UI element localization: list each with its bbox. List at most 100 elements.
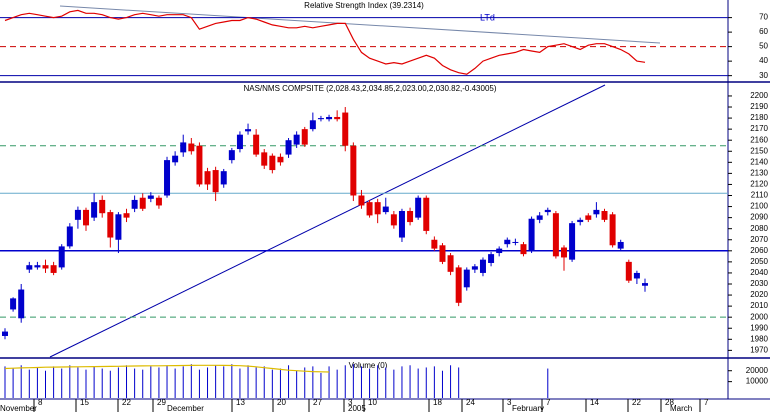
- x-day-label: 8: [38, 398, 43, 407]
- x-day-label: 22: [632, 398, 641, 407]
- price-trendline: [49, 84, 606, 358]
- x-day-label: 15: [80, 398, 89, 407]
- candle-body: [609, 214, 616, 246]
- y-tick-label: 2190: [750, 102, 768, 111]
- candle-body: [601, 210, 608, 220]
- candle-body: [42, 265, 49, 269]
- candle-body: [204, 171, 211, 185]
- candle-body: [115, 214, 122, 240]
- x-day-label: 20: [277, 398, 286, 407]
- y-tick-label: 2050: [750, 257, 768, 266]
- y-tick-label: 2100: [750, 202, 768, 211]
- y-tick-label: 2180: [750, 113, 768, 122]
- rsi-line: [4, 9, 646, 75]
- candle-body: [585, 215, 592, 220]
- candle-body: [83, 209, 90, 226]
- candle-body: [350, 145, 357, 196]
- candle-body: [536, 215, 543, 220]
- candle-body: [285, 140, 292, 155]
- y-tick-label: 2080: [750, 224, 768, 233]
- y-tick-label: 2200: [750, 91, 768, 100]
- candle-body: [269, 155, 276, 171]
- candle-body: [172, 155, 179, 163]
- candle-body: [123, 213, 130, 218]
- candle-body: [398, 210, 405, 238]
- y-tick-label: 2060: [750, 246, 768, 255]
- candle-body: [463, 269, 470, 288]
- candle-body: [293, 134, 300, 145]
- candle-body: [228, 150, 235, 161]
- candle-body: [147, 195, 154, 199]
- candle-body: [74, 209, 81, 220]
- candle-body: [220, 171, 227, 185]
- y-tick-label: 2090: [750, 213, 768, 222]
- x-month-label: November: [0, 404, 37, 412]
- candle-body: [50, 265, 57, 273]
- candle-body: [245, 129, 252, 132]
- candle-body: [188, 143, 195, 152]
- candle-body: [642, 283, 648, 286]
- candle-body: [512, 241, 519, 243]
- candle-body: [504, 239, 511, 245]
- volume-title: Volume (0): [349, 361, 388, 370]
- x-day-label: 24: [466, 398, 475, 407]
- candle-body: [180, 142, 187, 153]
- y-tick-label: 2030: [750, 279, 768, 288]
- candle-body: [496, 248, 503, 254]
- candle-body: [334, 116, 341, 120]
- x-day-label: 14: [590, 398, 599, 407]
- candle-body: [212, 170, 219, 193]
- candle-body: [196, 145, 203, 185]
- candle-body: [236, 134, 243, 150]
- candle-body: [471, 266, 478, 270]
- candle-body: [366, 202, 373, 216]
- candle-body: [415, 197, 422, 218]
- y-tick-label: 1990: [750, 323, 768, 332]
- y-tick-label: 70: [759, 13, 768, 22]
- x-day-label: 22: [122, 398, 131, 407]
- candle-body: [439, 245, 446, 262]
- x-day-label: 28: [665, 398, 674, 407]
- candle-body: [577, 219, 584, 223]
- candle-body: [390, 214, 397, 226]
- y-tick-label: 10000: [746, 377, 769, 386]
- candle-body: [66, 226, 73, 247]
- x-month-label: March: [670, 404, 692, 412]
- candle-body: [528, 218, 535, 251]
- candle-body: [10, 298, 17, 310]
- candle-body: [431, 239, 438, 249]
- candle-body: [309, 120, 316, 130]
- candle-body: [479, 259, 486, 273]
- x-day-label: 10: [368, 398, 377, 407]
- x-day-label: 3: [348, 398, 353, 407]
- panel-frames: [0, 0, 770, 400]
- candle-body: [423, 197, 430, 231]
- y-tick-label: 1980: [750, 334, 768, 343]
- y-tick-label: 40: [759, 56, 768, 65]
- candle-body: [593, 209, 600, 215]
- y-tick-label: 2150: [750, 146, 768, 155]
- candle-body: [18, 289, 25, 319]
- candle-body: [447, 255, 454, 272]
- y-tick-label: 1970: [750, 345, 768, 354]
- candle-body: [91, 202, 98, 218]
- x-day-label: 3: [507, 398, 512, 407]
- x-month-label: 2005: [348, 404, 366, 412]
- candle-body: [253, 134, 260, 155]
- y-tick-label: 2040: [750, 268, 768, 277]
- candle-body: [58, 246, 65, 268]
- candle-body: [317, 118, 324, 120]
- y-tick-label: 2130: [750, 168, 768, 177]
- rsi-trendline: [59, 5, 661, 44]
- x-day-label: 7: [546, 398, 551, 407]
- volume-ma-line: [4, 364, 330, 373]
- candle-body: [261, 152, 268, 166]
- candle-body: [569, 223, 576, 260]
- candle-body: [34, 265, 41, 268]
- candle-body: [301, 129, 308, 145]
- candle-body: [326, 116, 333, 120]
- x-month-label: February: [512, 404, 544, 412]
- candle-body: [139, 197, 146, 209]
- y-tick-label: 20000: [746, 366, 769, 375]
